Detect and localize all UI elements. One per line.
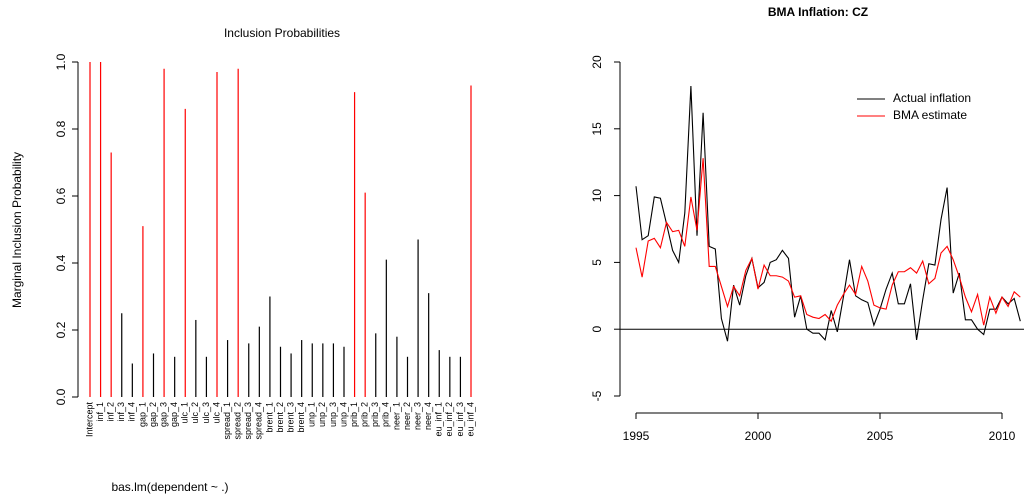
x-tick-label: gap_3 [158, 402, 168, 427]
chart-title: BMA Inflation: CZ [768, 5, 868, 19]
x-tick-label: eu_inf_3 [455, 402, 465, 437]
x-tick-label: inf_3 [116, 402, 126, 422]
y-tick-label: 10 [590, 189, 604, 203]
x-tick-label: 1995 [623, 429, 650, 443]
line-series [635, 158, 1021, 326]
x-tick-label: eu_inf_1 [434, 402, 444, 437]
x-tick-label: ulc_1 [180, 402, 190, 424]
x-tick-label: ulc_2 [190, 402, 200, 424]
x-tick-label: inf_1 [95, 402, 105, 422]
line-series [635, 86, 1021, 342]
x-tick-label: unp_4 [338, 402, 348, 427]
x-tick-label: spread_2 [233, 402, 243, 440]
legend-label: BMA estimate [893, 108, 967, 122]
y-axis-label: Marginal Inclusion Probability [10, 152, 24, 308]
x-tick-label: spread_1 [222, 402, 232, 440]
x-tick-label: prib_1 [349, 402, 359, 427]
x-tick-label: eu_inf_2 [444, 402, 454, 437]
y-tick-label: 0.8 [54, 120, 68, 137]
chart-title: Inclusion Probabilities [224, 26, 340, 40]
x-tick-label: brent_4 [296, 402, 306, 433]
x-tick-label: unp_3 [328, 402, 338, 427]
x-tick-label: prib_4 [381, 402, 391, 427]
x-axis-label: bas.lm(dependent ~ .) [111, 480, 228, 494]
x-tick-label: gap_2 [148, 402, 158, 427]
x-tick-label: 2010 [989, 429, 1016, 443]
y-tick-label: 0.4 [54, 254, 68, 271]
y-tick-label: 0 [590, 326, 604, 333]
x-tick-label: neer_3 [412, 402, 422, 430]
y-tick-label: 20 [590, 55, 604, 69]
x-tick-label: unp_2 [317, 402, 327, 427]
x-tick-label: neer_2 [402, 402, 412, 430]
x-tick-label: prib_2 [360, 402, 370, 427]
x-tick-label: brent_2 [275, 402, 285, 433]
x-tick-label: inf_4 [127, 402, 137, 422]
y-tick-label: 15 [590, 122, 604, 136]
y-tick-label: 0.0 [54, 388, 68, 405]
x-tick-label: eu_inf_4 [465, 402, 475, 437]
x-tick-label: Intercept [84, 402, 94, 438]
x-tick-label: 2005 [867, 429, 894, 443]
x-tick-label: gap_1 [137, 402, 147, 427]
y-tick-label: 5 [590, 259, 604, 266]
x-tick-label: neer_4 [423, 402, 433, 430]
x-tick-label: spread_4 [254, 402, 264, 440]
x-tick-label: inf_2 [106, 402, 116, 422]
legend-label: Actual inflation [893, 91, 971, 105]
y-tick-label: 0.6 [54, 187, 68, 204]
x-tick-label: brent_1 [264, 402, 274, 433]
x-tick-label: 2000 [745, 429, 772, 443]
x-tick-label: prib_3 [370, 402, 380, 427]
x-tick-label: unp_1 [307, 402, 317, 427]
x-tick-label: brent_3 [285, 402, 295, 433]
y-tick-label: -5 [590, 390, 604, 401]
x-tick-label: gap_4 [169, 402, 179, 427]
y-tick-label: 0.2 [54, 321, 68, 338]
x-tick-label: neer_1 [391, 402, 401, 430]
y-tick-label: 1.0 [54, 53, 68, 70]
x-tick-label: ulc_4 [211, 402, 221, 424]
x-tick-label: spread_3 [243, 402, 253, 440]
x-tick-label: ulc_3 [201, 402, 211, 424]
